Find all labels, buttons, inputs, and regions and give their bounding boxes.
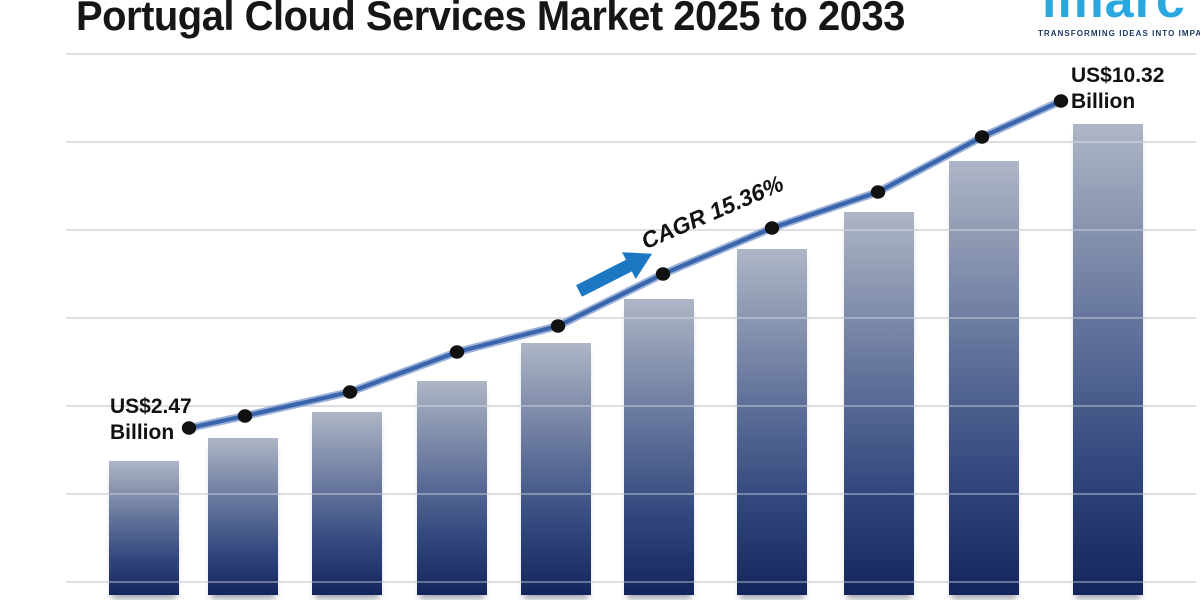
data-point-dot bbox=[974, 130, 990, 144]
gridline bbox=[66, 53, 1196, 55]
data-point-dot bbox=[237, 409, 253, 423]
data-point-dot bbox=[764, 221, 780, 235]
imarc-tagline: TRANSFORMING IDEAS INTO IMPACT bbox=[1038, 29, 1200, 38]
trend-line bbox=[186, 98, 1064, 431]
imarc-logo: imarc TRANSFORMING IDEAS INTO IMPACT bbox=[1038, 0, 1200, 38]
bar bbox=[208, 438, 278, 595]
data-point-dot bbox=[181, 421, 197, 435]
data-point-dot bbox=[342, 385, 358, 399]
imarc-wordmark: imarc bbox=[1042, 0, 1200, 24]
bar bbox=[417, 381, 487, 595]
bar bbox=[737, 249, 807, 595]
start-value-line2: Billion bbox=[110, 421, 175, 444]
imarc-wordmark-clip: imarc bbox=[1038, 0, 1200, 24]
start-value-line1: US$2.47 bbox=[110, 395, 192, 418]
bar bbox=[949, 161, 1019, 595]
data-point-dot bbox=[655, 267, 671, 281]
data-point-dot bbox=[449, 345, 465, 359]
growth-arrow-icon bbox=[576, 252, 653, 297]
bar bbox=[1073, 124, 1143, 595]
gridline-overlay bbox=[66, 317, 1196, 319]
start-value-label: US$2.47 Billion bbox=[110, 394, 192, 446]
gridline bbox=[66, 229, 1196, 231]
end-value-line2: Billion bbox=[1071, 90, 1136, 113]
gridline-overlay bbox=[66, 141, 1196, 143]
bar bbox=[312, 412, 382, 595]
bar bbox=[109, 461, 179, 595]
end-value-line1: US$10.32 bbox=[1071, 64, 1165, 87]
gridline-overlay bbox=[66, 229, 1196, 231]
bar bbox=[521, 343, 591, 595]
gridline-overlay bbox=[66, 53, 1196, 55]
data-point-dot bbox=[550, 319, 566, 333]
page-title: Portugal Cloud Services Market 2025 to 2… bbox=[76, 0, 905, 39]
gridline-overlay bbox=[66, 581, 1196, 583]
bar bbox=[624, 299, 694, 595]
data-point-dot bbox=[870, 185, 886, 199]
gridline-overlay bbox=[66, 405, 1196, 407]
bar bbox=[844, 212, 914, 595]
end-value-label: US$10.32 Billion bbox=[1071, 63, 1164, 115]
gridline-overlay bbox=[66, 493, 1196, 495]
gridline bbox=[66, 141, 1196, 143]
data-point-dot bbox=[1053, 94, 1069, 108]
